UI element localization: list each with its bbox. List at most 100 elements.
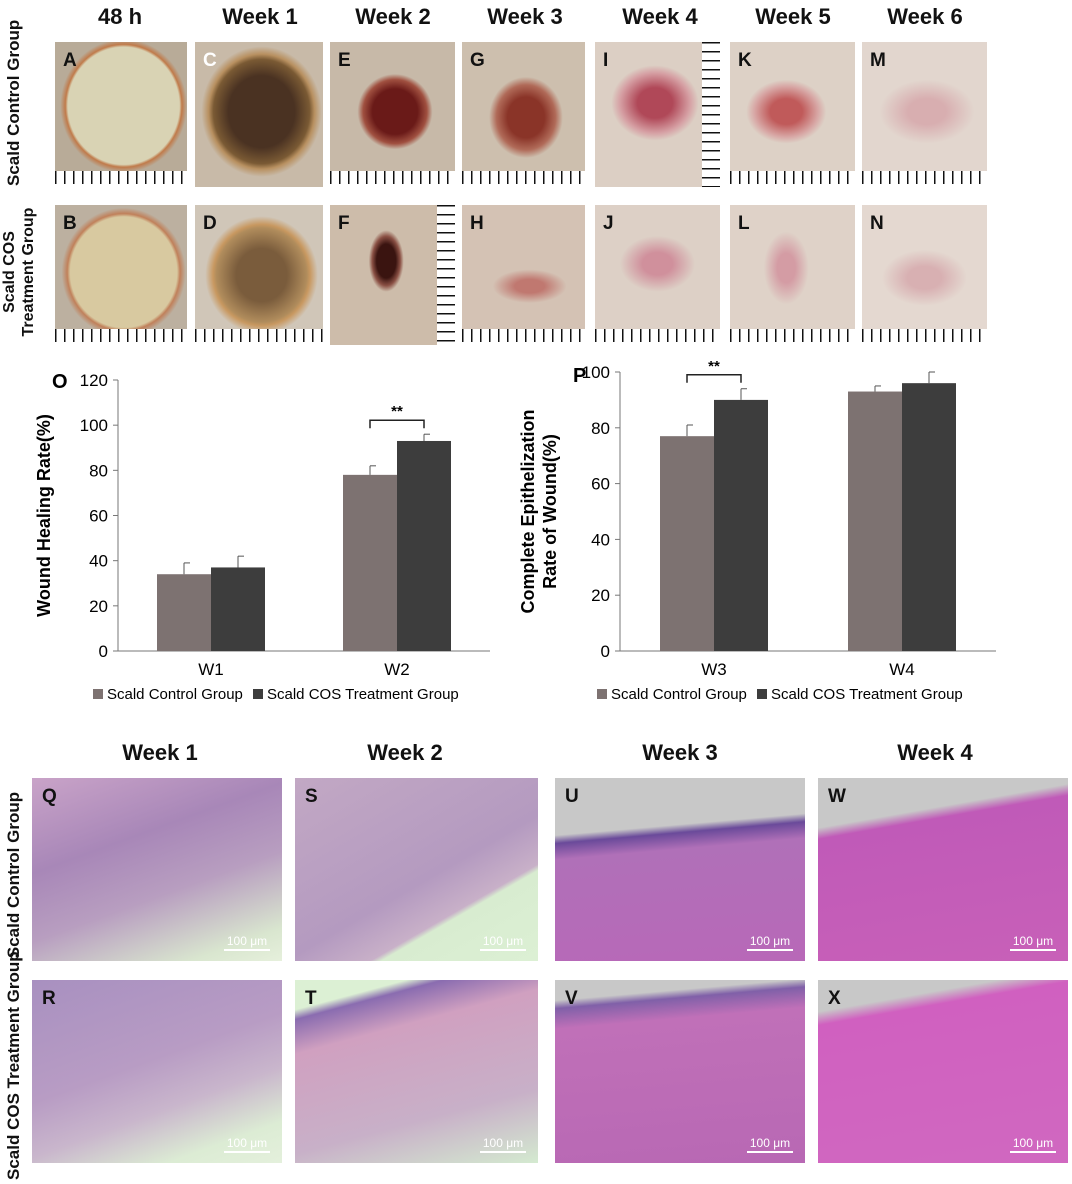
significance-bracket (369, 419, 425, 429)
bar (211, 567, 265, 651)
bar (714, 399, 768, 651)
histo-W: W 100 μm (818, 778, 1068, 961)
ruler (330, 171, 455, 187)
panel-letter: U (565, 786, 579, 807)
histo-V: V 100 μm (555, 980, 805, 1163)
histo-header-week3: Week 3 (642, 740, 718, 765)
scale-label: 100 μm (1012, 1136, 1054, 1150)
panel-letter: E (338, 50, 351, 71)
legend-entry: Scald COS Treatment Group (771, 686, 963, 703)
photo-B: B (55, 205, 187, 345)
photo-E: E (330, 42, 455, 187)
y-tick-label: 20 (89, 597, 108, 616)
ruler (195, 329, 323, 345)
col-header-week5: Week 5 (755, 4, 831, 29)
y-tick-label: 80 (591, 419, 610, 438)
ruler (730, 171, 855, 187)
ruler (595, 329, 720, 345)
y-tick-label: 40 (89, 552, 108, 571)
ruler (462, 171, 585, 187)
y-tick-label: 60 (89, 507, 108, 526)
y-tick-label: 20 (591, 586, 610, 605)
chart-P: P 0 20 40 60 80 100 Complete Epithelization Rate… (520, 360, 996, 703)
panel-letter: O (52, 371, 68, 393)
y-tick-label: 40 (591, 530, 610, 549)
col-header-week1: Week 1 (222, 4, 298, 29)
scale-bar: 100 μm (224, 1136, 270, 1153)
col-header-week4: Week 4 (622, 4, 698, 29)
x-tick-label: W4 (889, 660, 915, 679)
y-tick-label: 100 (80, 416, 108, 435)
legend-swatch (757, 689, 767, 699)
y-tick-label: 120 (80, 371, 108, 390)
bar (848, 391, 902, 651)
panel-letter: C (203, 50, 217, 71)
y-tick-label: 0 (99, 642, 108, 661)
legend-swatch (93, 689, 103, 699)
scale-bar: 100 μm (747, 1136, 793, 1153)
panel-letter: F (338, 213, 350, 234)
bar (902, 383, 956, 651)
panel-letter: P (573, 365, 586, 387)
legend-entry: Scald COS Treatment Group (267, 686, 459, 703)
histo-row-label-control: Scald Control Group (4, 791, 23, 959)
ruler (55, 171, 187, 187)
scale-label: 100 μm (226, 934, 268, 948)
bar (343, 474, 397, 651)
panel-letter: R (42, 988, 56, 1009)
photo-K: K (730, 42, 855, 187)
scale-bar: 100 μm (480, 1136, 526, 1153)
legend-entry: Scald Control Group (611, 686, 747, 703)
photo-G: G (462, 42, 585, 187)
scale-bar: 100 μm (224, 934, 270, 951)
bar (157, 574, 211, 651)
ruler (862, 329, 987, 345)
photo-D: D (195, 205, 323, 345)
y-axis-label: Rate of Wound(%) (540, 434, 560, 589)
col-header-48h: 48 h (97, 4, 143, 29)
panel-letter: M (870, 50, 886, 71)
col-header-week6: Week 6 (887, 4, 963, 29)
photo-I: I (595, 42, 720, 187)
panel-letter: L (738, 213, 750, 234)
y-axis-label: Complete Epithelization (520, 409, 538, 613)
y-tick-label: 60 (591, 475, 610, 494)
histo-header-week1: Week 1 (122, 740, 198, 765)
panel-letter: N (870, 213, 884, 234)
x-tick-label: W2 (384, 660, 410, 679)
y-tick-label: 100 (582, 363, 610, 382)
panel-letter: B (63, 213, 77, 234)
photo-H: H (462, 205, 585, 345)
panel-letter: W (828, 786, 846, 807)
scale-label: 100 μm (482, 934, 524, 948)
ruler (437, 205, 455, 345)
panel-letter: K (738, 50, 752, 71)
panel-letter: I (603, 50, 609, 71)
panel-letter: H (470, 213, 484, 234)
scale-bar: 100 μm (1010, 934, 1056, 951)
histo-header-week2: Week 2 (367, 740, 443, 765)
y-axis-label: Wound Healing Rate(%) (34, 414, 54, 617)
photo-row-label-control: Scald Control Group (4, 19, 23, 186)
histo-R: R 100 μm (32, 980, 282, 1163)
panel-letter: Q (42, 786, 57, 807)
ruler (462, 329, 585, 345)
panel-letter: S (305, 786, 318, 807)
legend-swatch (253, 689, 263, 699)
scale-label: 100 μm (749, 1136, 791, 1150)
scale-label: 100 μm (749, 934, 791, 948)
bar (660, 436, 714, 651)
chart-O: O 0 20 40 60 80 100 120 Wound Healing Rate(%) W1 W… (34, 371, 490, 703)
histo-header-week4: Week 4 (897, 740, 973, 765)
histo-U: U 100 μm (555, 778, 805, 961)
y-tick-label: 0 (601, 642, 610, 661)
histo-row-label-treatment: Scald COS Treatment Group (4, 951, 23, 1180)
significance-label: ** (708, 360, 720, 375)
panel-letter: G (470, 50, 485, 71)
histo-X: X 100 μm (818, 980, 1068, 1163)
panel-letter: D (203, 213, 217, 234)
ruler (730, 329, 855, 345)
x-tick-label: W1 (198, 660, 224, 679)
photo-N: N (862, 205, 987, 345)
photo-J: J (595, 205, 720, 345)
